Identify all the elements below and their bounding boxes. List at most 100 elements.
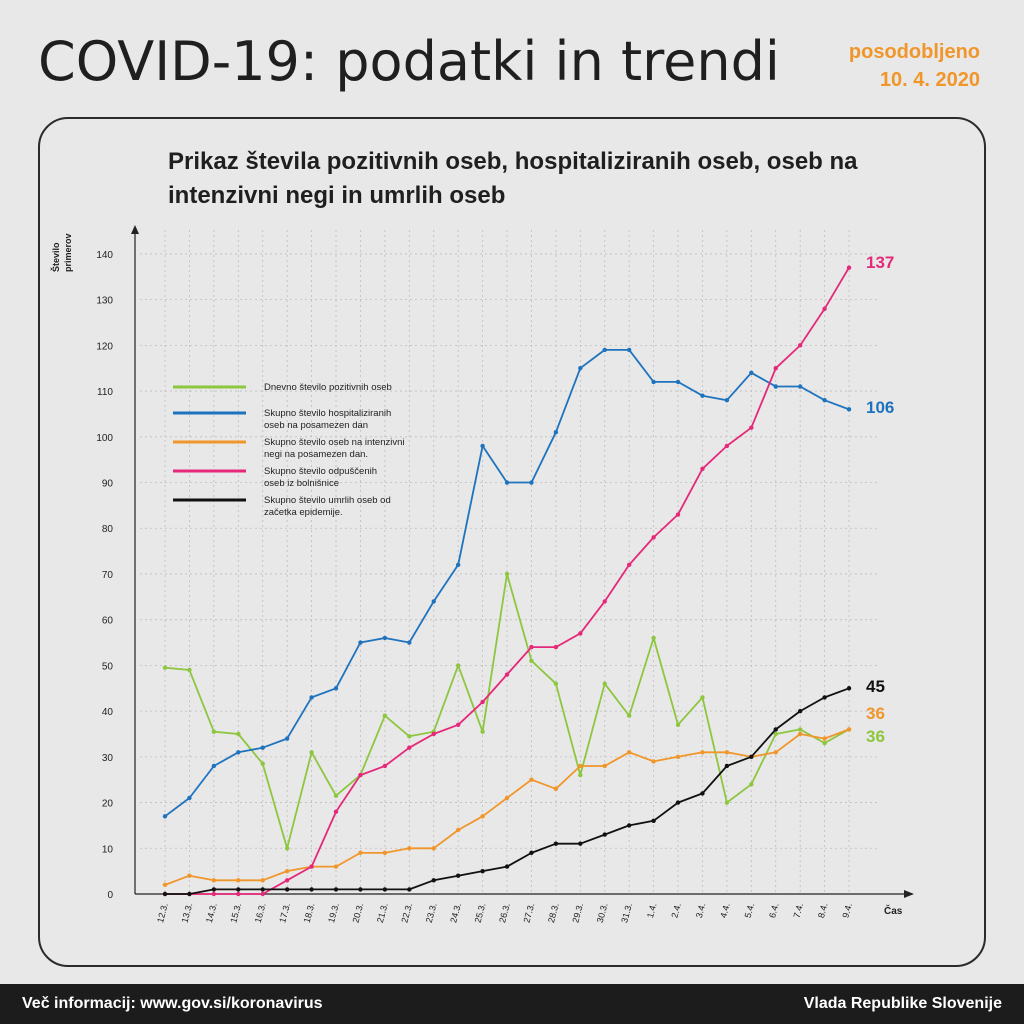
data-point	[187, 795, 192, 801]
data-point	[382, 763, 388, 769]
data-point	[700, 750, 705, 755]
data-point	[333, 887, 339, 892]
y-tick-label: 80	[102, 524, 114, 535]
data-point	[700, 466, 705, 472]
data-point	[358, 850, 363, 856]
data-point	[382, 635, 388, 641]
data-point	[578, 631, 583, 636]
data-point	[480, 699, 485, 705]
data-point	[407, 846, 412, 851]
series-end-label: 106	[866, 398, 894, 417]
data-point	[626, 823, 632, 828]
y-axis-arrow	[131, 225, 139, 234]
data-point	[626, 750, 632, 755]
y-tick-label: 120	[96, 341, 113, 352]
y-axis-label: Število	[50, 242, 61, 272]
data-point	[455, 663, 461, 668]
x-tick-label: 28.3.	[546, 902, 561, 924]
data-point	[504, 480, 510, 485]
data-point	[333, 793, 339, 798]
data-point	[480, 729, 485, 734]
data-point	[382, 887, 388, 892]
data-point	[187, 667, 192, 673]
data-point	[504, 864, 510, 869]
data-point	[382, 713, 388, 718]
data-point	[749, 370, 754, 375]
footer-bar: Več informacij: www.gov.si/koronavirus V…	[0, 984, 1024, 1024]
x-axis-arrow	[904, 890, 914, 898]
data-point	[822, 740, 827, 746]
chart-title: Prikaz števila pozitivnih oseb, hospital…	[168, 148, 858, 209]
x-tick-label: 18.3.	[302, 902, 317, 924]
data-point	[529, 777, 534, 782]
x-tick-label: 17.3.	[277, 902, 292, 924]
data-point	[529, 644, 534, 650]
data-point	[333, 864, 339, 869]
x-tick-label: 26.3.	[497, 902, 512, 924]
x-tick-label: 13.3.	[180, 902, 195, 924]
data-point	[162, 891, 168, 897]
data-point	[211, 763, 217, 769]
series-end-label: 137	[866, 253, 894, 272]
data-point	[749, 425, 754, 430]
data-point	[822, 306, 827, 311]
data-point	[773, 366, 778, 371]
data-point	[797, 384, 803, 389]
x-tick-label: 21.3.	[375, 902, 390, 924]
data-point	[431, 846, 436, 851]
x-tick-label: 23.3.	[424, 902, 439, 924]
data-point	[162, 882, 168, 888]
data-point	[553, 786, 559, 792]
data-point	[455, 873, 461, 878]
x-tick-label: 19.3.	[326, 902, 341, 924]
data-point	[480, 814, 485, 819]
data-point	[602, 347, 607, 353]
legend-label: oseb na posamezen dan	[264, 420, 368, 431]
data-point	[553, 430, 559, 435]
data-point	[480, 443, 485, 449]
legend-label: Dnevno število pozitivnih oseb	[264, 382, 392, 393]
data-point	[675, 379, 681, 385]
footer-more-info: Več informacij: www.gov.si/koronavirus	[22, 995, 323, 1012]
y-tick-label: 90	[102, 479, 114, 490]
data-point	[284, 846, 290, 851]
data-point	[407, 640, 412, 645]
data-point	[480, 868, 485, 874]
data-point	[309, 887, 314, 892]
data-point	[431, 731, 436, 737]
data-point	[260, 745, 265, 750]
updated-value: 10. 4. 2020	[879, 69, 980, 91]
data-point	[236, 887, 241, 892]
footer-government: Vlada Republike Slovenije	[803, 995, 1002, 1012]
data-point	[749, 782, 754, 787]
x-tick-label: 12.3.	[155, 902, 170, 924]
updated-label: posodobljeno	[848, 41, 980, 63]
data-point	[504, 795, 510, 801]
data-point	[602, 763, 607, 769]
data-point	[846, 686, 852, 691]
data-point	[211, 887, 217, 892]
data-point	[675, 512, 681, 517]
x-tick-label: 27.3.	[522, 902, 537, 924]
data-point	[773, 750, 778, 755]
data-point	[797, 708, 803, 714]
data-point	[651, 635, 656, 641]
data-point	[724, 398, 730, 403]
data-point	[284, 868, 290, 874]
data-point	[700, 393, 705, 398]
data-point	[260, 887, 265, 892]
data-point	[651, 379, 656, 385]
legend-label: oseb iz bolnišnice	[264, 478, 339, 489]
chart-card	[38, 117, 986, 967]
x-tick-label: 9.4.	[840, 902, 854, 919]
x-tick-label: 6.4.	[767, 902, 781, 919]
data-point	[675, 800, 681, 805]
data-point	[675, 722, 681, 728]
data-point	[700, 791, 705, 796]
x-tick-label: 3.4.	[694, 902, 708, 919]
data-point	[626, 713, 632, 718]
data-point	[578, 772, 583, 778]
data-point	[724, 750, 730, 755]
data-point	[407, 745, 412, 750]
series-end-label: 36	[866, 727, 885, 746]
